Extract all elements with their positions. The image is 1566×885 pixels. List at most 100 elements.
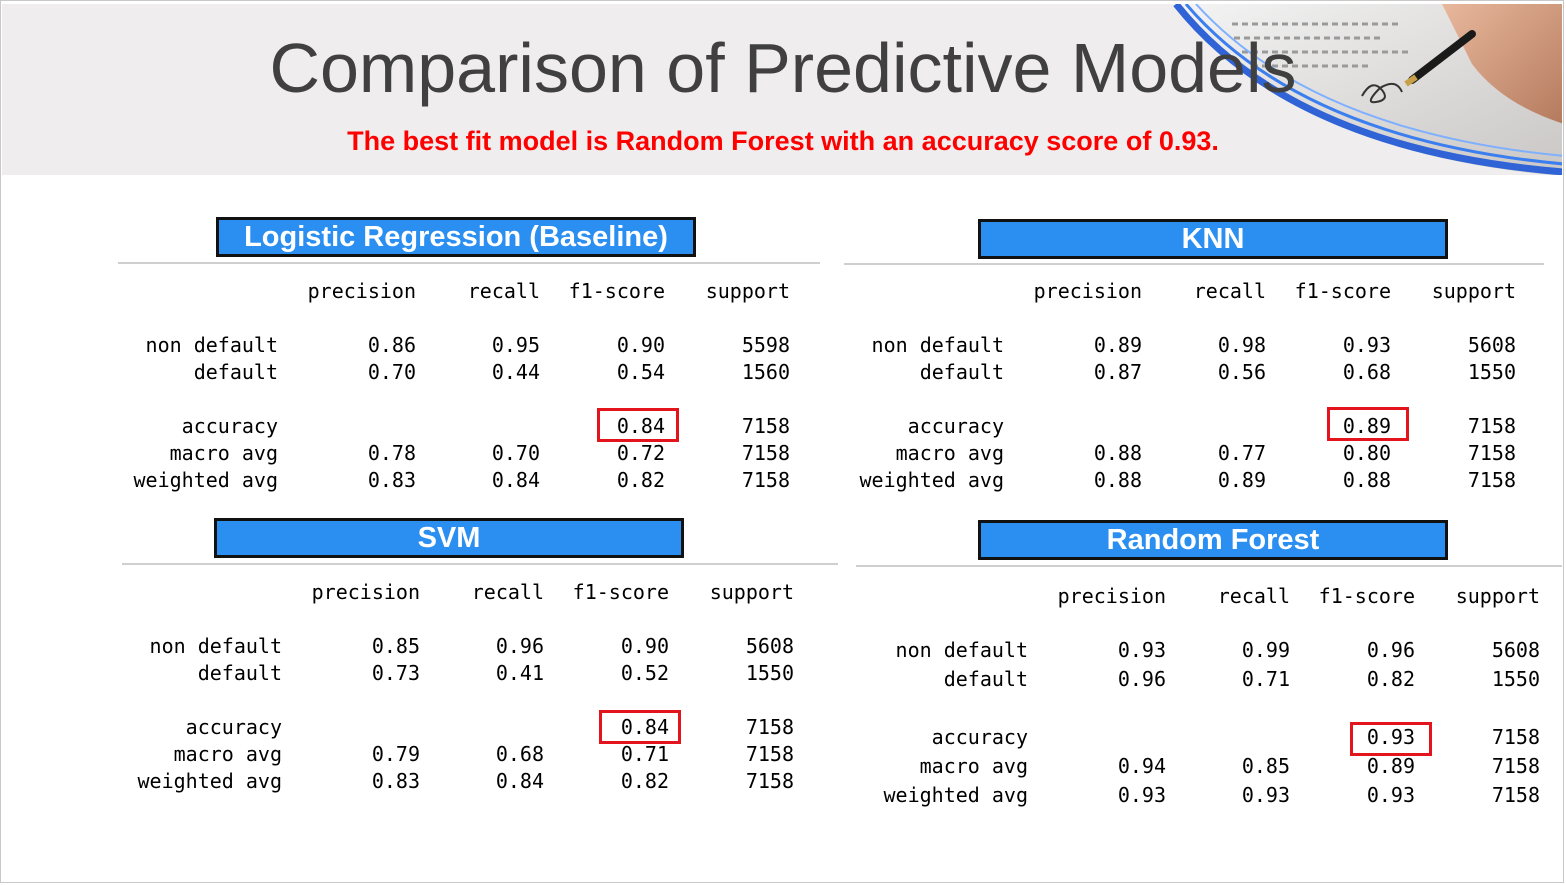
metric-value: 0.72 [616, 441, 665, 465]
metric-value: 0.93 [1241, 783, 1290, 807]
metric-value: 0.85 [1241, 754, 1290, 778]
metric-value: 1550 [745, 661, 794, 685]
metric-value: 1550 [1491, 667, 1540, 691]
row-label: default [943, 667, 1028, 691]
row-label: macro avg [895, 441, 1004, 465]
metric-value: 0.77 [1217, 441, 1266, 465]
metric-value: 0.84 [616, 414, 665, 438]
row-label: weighted avg [133, 468, 279, 492]
metric-value: 0.96 [1366, 638, 1415, 662]
metric-value: 7158 [745, 769, 794, 793]
metric-value: 1560 [741, 360, 790, 384]
metric-value: 7158 [1491, 754, 1540, 778]
accuracy-highlight-box [597, 408, 679, 442]
row-label: non default [871, 333, 1004, 357]
column-header: support [705, 279, 790, 303]
accuracy-highlight-box [599, 710, 681, 744]
pen-signing-photo [1172, 4, 1562, 175]
row-label: macro avg [919, 754, 1028, 778]
metric-value: 0.85 [371, 634, 420, 658]
metric-value: 0.83 [367, 468, 416, 492]
column-header: recall [471, 580, 544, 604]
metric-value: 0.88 [1093, 468, 1142, 492]
metric-value: 0.96 [1117, 667, 1166, 691]
metric-value: 0.89 [1366, 754, 1415, 778]
metric-value: 0.79 [371, 742, 420, 766]
metric-value: 5608 [1491, 638, 1540, 662]
column-header: precision [1033, 279, 1142, 303]
metric-value: 0.68 [495, 742, 544, 766]
metric-value: 0.99 [1241, 638, 1290, 662]
metric-value: 0.98 [1217, 333, 1266, 357]
column-header: support [1431, 279, 1516, 303]
metric-value: 7158 [741, 414, 790, 438]
metric-value: 0.84 [491, 468, 540, 492]
row-label: non default [149, 634, 282, 658]
metric-value: 0.52 [620, 661, 669, 685]
column-header: f1-score [1318, 584, 1415, 608]
metric-value: 0.70 [367, 360, 416, 384]
metric-value: 0.86 [367, 333, 416, 357]
metric-value: 0.93 [1342, 333, 1391, 357]
metric-value: 0.88 [1093, 441, 1142, 465]
metric-value: 0.90 [620, 634, 669, 658]
metric-value: 0.71 [620, 742, 669, 766]
column-header: support [1455, 584, 1540, 608]
metric-value: 7158 [745, 715, 794, 739]
metric-value: 0.89 [1093, 333, 1142, 357]
metric-value: 7158 [745, 742, 794, 766]
model-label: KNN [978, 219, 1448, 259]
model-label: Random Forest [978, 520, 1448, 560]
metric-value: 0.82 [620, 769, 669, 793]
metric-value: 0.93 [1117, 783, 1166, 807]
row-label: accuracy [907, 414, 1004, 438]
row-label: accuracy [931, 725, 1028, 749]
column-header: recall [1193, 279, 1266, 303]
header-band [2, 4, 1562, 175]
divider [118, 262, 820, 264]
row-label: non default [895, 638, 1028, 662]
column-header: recall [467, 279, 540, 303]
metric-value: 0.90 [616, 333, 665, 357]
metric-value: 7158 [741, 468, 790, 492]
metric-value: 0.73 [371, 661, 420, 685]
metric-value: 0.56 [1217, 360, 1266, 384]
metric-value: 7158 [1467, 441, 1516, 465]
accuracy-highlight-box [1327, 407, 1409, 441]
column-header: f1-score [568, 279, 665, 303]
metric-value: 0.70 [491, 441, 540, 465]
metric-value: 7158 [741, 441, 790, 465]
row-label: default [197, 661, 282, 685]
row-label: macro avg [169, 441, 278, 465]
column-header: precision [1057, 584, 1166, 608]
metric-value: 0.93 [1366, 725, 1415, 749]
metric-value: 0.95 [491, 333, 540, 357]
divider [856, 565, 1562, 567]
accuracy-highlight-box [1350, 722, 1432, 756]
row-label: weighted avg [883, 783, 1029, 807]
divider [844, 263, 1544, 265]
metric-value: 5608 [745, 634, 794, 658]
metric-value: 0.68 [1342, 360, 1391, 384]
metric-value: 0.96 [495, 634, 544, 658]
row-label: default [193, 360, 278, 384]
metric-value: 7158 [1491, 725, 1540, 749]
metric-value: 0.93 [1117, 638, 1166, 662]
model-label: Logistic Regression (Baseline) [216, 217, 696, 257]
metric-value: 0.41 [495, 661, 544, 685]
divider [122, 563, 838, 565]
metric-value: 0.87 [1093, 360, 1142, 384]
metric-value: 7158 [1491, 783, 1540, 807]
row-label: weighted avg [859, 468, 1005, 492]
metric-value: 5608 [1467, 333, 1516, 357]
metric-value: 7158 [1467, 414, 1516, 438]
row-label: non default [145, 333, 278, 357]
column-header: support [709, 580, 794, 604]
metric-value: 0.84 [495, 769, 544, 793]
metric-value: 1550 [1467, 360, 1516, 384]
row-label: default [919, 360, 1004, 384]
metric-value: 0.82 [616, 468, 665, 492]
metric-value: 0.82 [1366, 667, 1415, 691]
metric-value: 0.83 [371, 769, 420, 793]
